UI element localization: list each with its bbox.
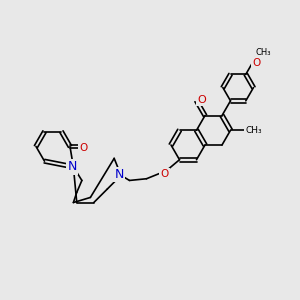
- Text: CH₃: CH₃: [256, 48, 271, 57]
- Text: O: O: [160, 169, 169, 178]
- Text: N: N: [68, 160, 77, 173]
- Text: O: O: [253, 58, 261, 68]
- Text: CH₃: CH₃: [245, 126, 262, 135]
- Text: O: O: [79, 143, 87, 153]
- Text: O: O: [197, 95, 206, 105]
- Text: N: N: [114, 168, 124, 181]
